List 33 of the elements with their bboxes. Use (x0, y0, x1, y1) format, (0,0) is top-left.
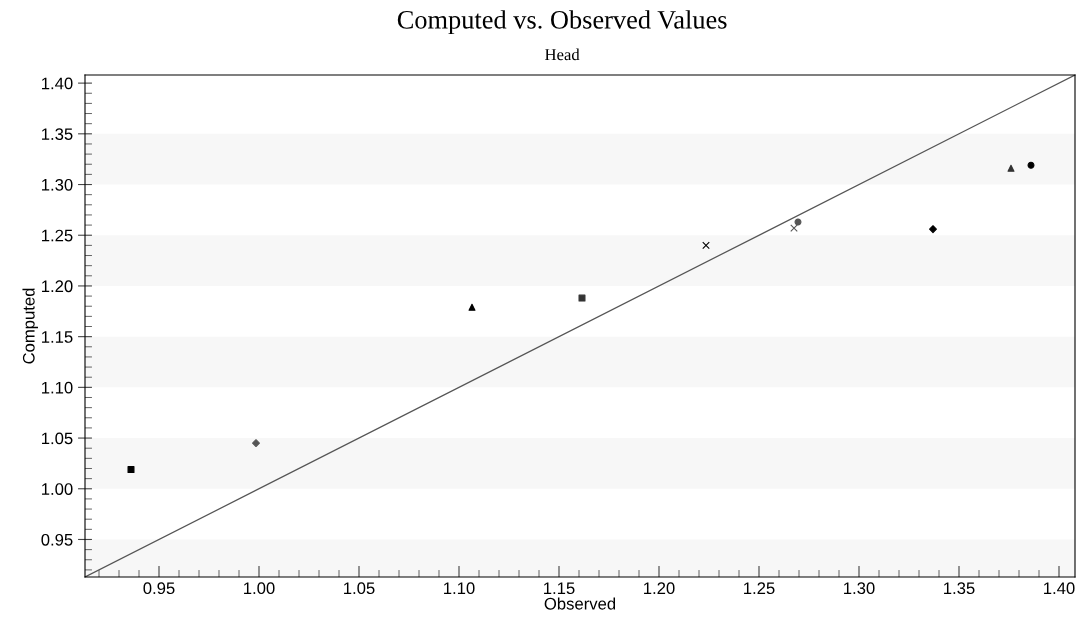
y-axis-title: Computed (22, 288, 38, 364)
chart-title: Computed vs. Observed Values (397, 10, 727, 35)
x-tick-label: 1.25 (744, 582, 775, 595)
x-tick-label: 1.40 (1044, 582, 1075, 595)
chart-subtitle: Head (545, 48, 580, 61)
y-tick-label: 1.00 (42, 483, 73, 495)
x-tick-label: 1.35 (944, 582, 975, 595)
point (252, 439, 260, 448)
y-tick-label: 1.40 (42, 77, 73, 90)
y-tick-label: 0.95 (41, 533, 73, 546)
x-tick-label: 1.10 (444, 582, 475, 595)
point (127, 466, 135, 474)
x-tick-label: 1.05 (344, 582, 375, 595)
x-tick-label: 1.00 (244, 582, 275, 595)
y-tick-label: 1.35 (42, 128, 73, 141)
point (578, 294, 586, 302)
y-tick-label: 1.05 (42, 432, 73, 445)
point (1027, 161, 1035, 169)
point (1007, 164, 1015, 172)
y-tick-label: 1.20 (42, 280, 73, 293)
x-tick-label: 1.30 (844, 582, 875, 595)
point (929, 225, 937, 234)
point (702, 241, 710, 250)
y-tick-label: 1.10 (42, 381, 73, 394)
point (790, 224, 798, 232)
y-tick-label: 1.15 (42, 331, 73, 343)
x-tick-label: 1.15 (544, 582, 575, 595)
x-axis-title: Observed (544, 597, 616, 610)
x-tick-label: 0.95 (143, 582, 175, 595)
x-tick-label: 1.20 (644, 582, 675, 595)
y-tick-label: 1.25 (42, 229, 73, 242)
point (468, 303, 476, 311)
y-tick-label: 1.30 (42, 178, 73, 191)
